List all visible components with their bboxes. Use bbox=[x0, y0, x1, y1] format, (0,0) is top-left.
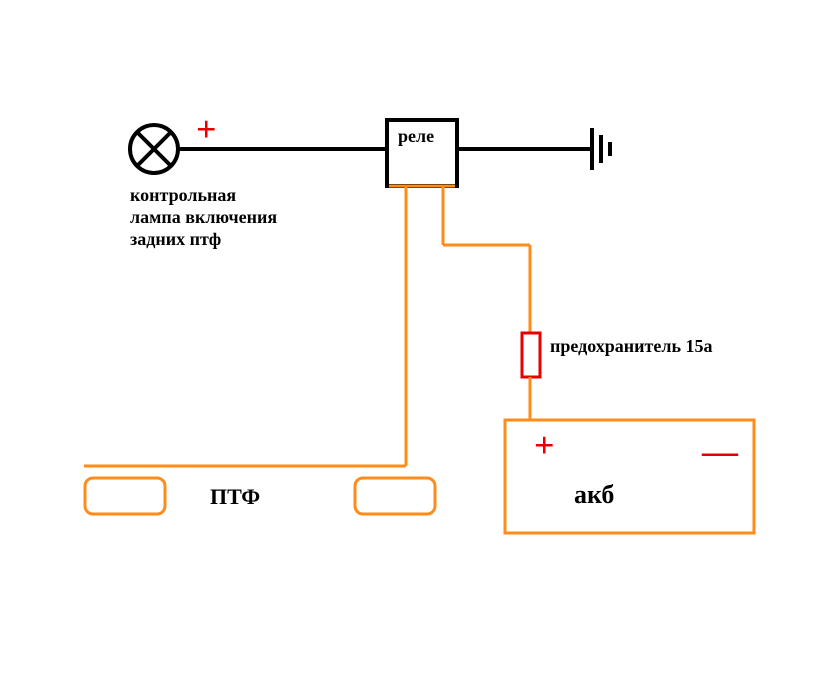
lamp-caption-line1: контрольная bbox=[130, 184, 277, 206]
ground-symbol bbox=[592, 128, 610, 170]
akb-minus-sign: — bbox=[702, 430, 738, 472]
relay-label: реле bbox=[398, 126, 434, 147]
ptf-label: ПТФ bbox=[210, 484, 260, 510]
fuse-symbol bbox=[522, 333, 540, 377]
lamp-caption-line2: лампа включения bbox=[130, 206, 277, 228]
fuse-label: предохранитель 15а bbox=[550, 336, 713, 357]
wire-relay-to-fuse bbox=[443, 186, 530, 333]
ptf-box-2 bbox=[355, 478, 435, 514]
akb-plus-sign: + bbox=[534, 424, 555, 466]
lamp-caption: контрольная лампа включения задних птф bbox=[130, 184, 277, 250]
lamp-plus-sign: + bbox=[196, 108, 217, 150]
lamp-caption-line3: задних птф bbox=[130, 228, 277, 250]
akb-label: акб bbox=[574, 480, 614, 510]
ptf-box-1 bbox=[85, 478, 165, 514]
